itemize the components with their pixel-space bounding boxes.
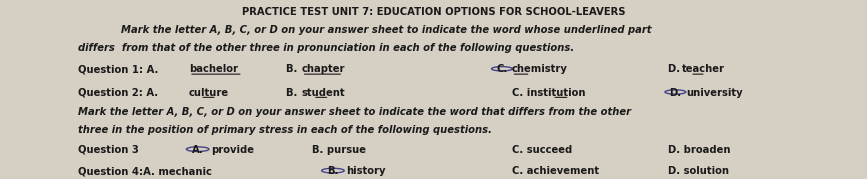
Text: Mark the letter A, B, C, or D on your answer sheet to indicate the word that dif: Mark the letter A, B, C, or D on your an… <box>78 107 631 117</box>
Text: bachelor: bachelor <box>189 64 238 74</box>
Text: history: history <box>346 166 386 176</box>
Text: chemistry: chemistry <box>512 64 567 74</box>
Text: culture: culture <box>189 88 229 98</box>
Text: university: university <box>686 88 742 98</box>
Text: A.: A. <box>192 145 204 155</box>
Text: B. pursue: B. pursue <box>312 145 366 155</box>
Text: Mark the letter A, B, C, or D on your answer sheet to indicate the word whose un: Mark the letter A, B, C, or D on your an… <box>121 25 652 35</box>
Text: differs  from that of the other three in pronunciation in each of the following : differs from that of the other three in … <box>78 43 574 53</box>
Text: D.: D. <box>668 64 683 74</box>
Text: B.: B. <box>286 88 301 98</box>
Text: D.: D. <box>669 88 681 98</box>
Text: C.: C. <box>497 64 507 74</box>
Text: D. solution: D. solution <box>668 166 728 176</box>
Text: Question 4:A. mechanic: Question 4:A. mechanic <box>78 166 212 176</box>
Text: C. institution: C. institution <box>512 88 585 98</box>
Text: C. achievement: C. achievement <box>512 166 598 176</box>
Text: B.: B. <box>327 166 339 176</box>
Text: Question 2: A.: Question 2: A. <box>78 88 158 98</box>
Text: student: student <box>302 88 345 98</box>
Text: Question 1: A.: Question 1: A. <box>78 64 159 74</box>
Text: provide: provide <box>211 145 254 155</box>
Text: Question 3: Question 3 <box>78 145 139 155</box>
Text: D. broaden: D. broaden <box>668 145 730 155</box>
Text: PRACTICE TEST UNIT 7: EDUCATION OPTIONS FOR SCHOOL-LEAVERS: PRACTICE TEST UNIT 7: EDUCATION OPTIONS … <box>242 7 625 17</box>
Text: chapter: chapter <box>302 64 345 74</box>
Text: C. succeed: C. succeed <box>512 145 571 155</box>
Text: teacher: teacher <box>682 64 726 74</box>
Text: B.: B. <box>286 64 301 74</box>
Text: three in the position of primary stress in each of the following questions.: three in the position of primary stress … <box>78 125 492 135</box>
